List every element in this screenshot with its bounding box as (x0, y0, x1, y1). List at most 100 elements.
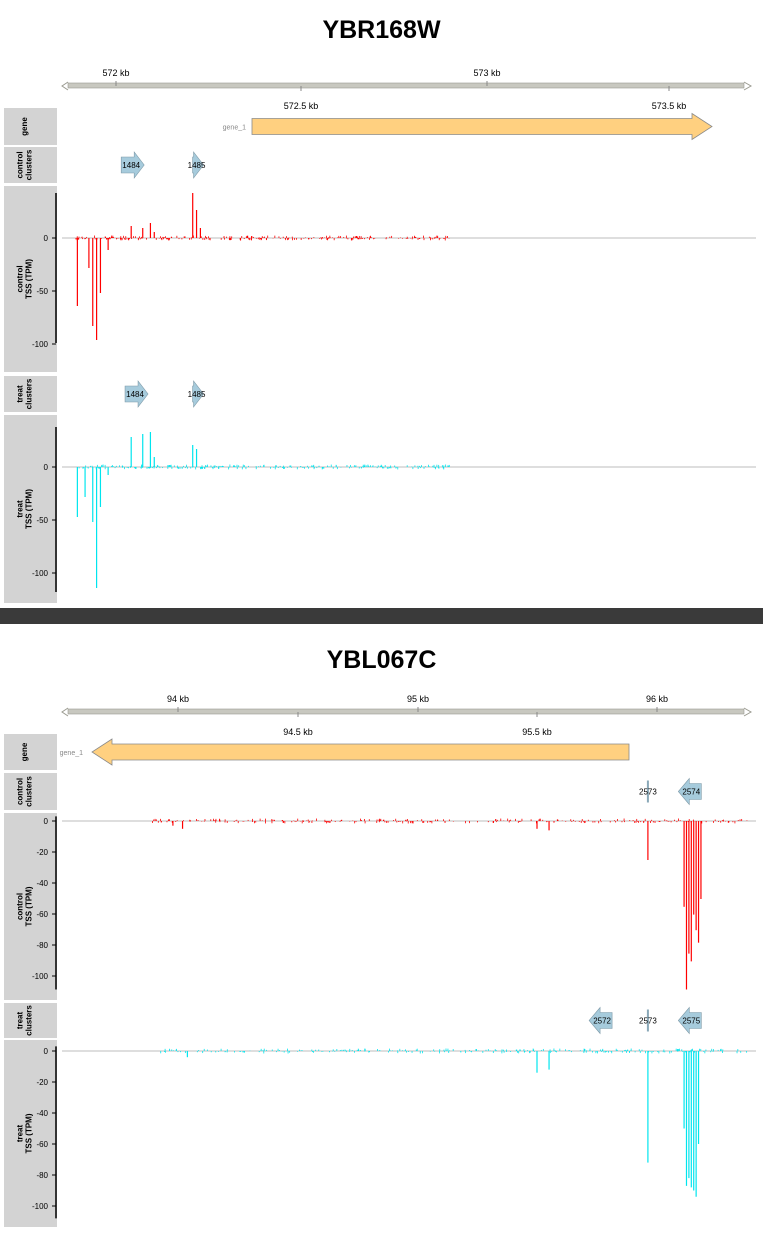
track-label-ctss: control TSS (TPM) (16, 259, 34, 299)
cluster-label: 1484 (126, 390, 144, 399)
gene-arrow (91, 738, 630, 766)
track-label-cc: control clusters (16, 776, 34, 807)
y-tick-label: -20 (36, 1078, 48, 1087)
track-label-text: TSS (TPM) (25, 259, 34, 299)
track-label-text: TSS (TPM) (25, 489, 34, 529)
cluster-label: 2574 (682, 788, 700, 797)
track-label-text: treat (16, 500, 25, 518)
cluster-arrow (677, 777, 702, 806)
track-label-text: TSS (TPM) (25, 886, 34, 926)
cluster-arrow (124, 380, 149, 408)
y-tick-label: -100 (32, 972, 49, 981)
gene-label: gene_1 (223, 125, 246, 132)
gene-arrow (251, 112, 713, 141)
track-label-text: treat (16, 385, 25, 403)
axis-tick-label: 96 kb (646, 694, 668, 704)
track-label-text: gene (20, 117, 29, 136)
axis-tick-label: 572 kb (102, 68, 129, 78)
cluster-label: 1484 (122, 161, 140, 170)
y-tick-label: -50 (36, 516, 48, 525)
track-header-cc (4, 147, 57, 183)
track-label-text: clusters (25, 149, 34, 180)
track-label-text: TSS (TPM) (25, 1113, 34, 1153)
track-header-tc (4, 1003, 57, 1038)
axis-tick-label: 94 kb (167, 694, 189, 704)
track-label-ttss: treat TSS (TPM) (16, 1113, 34, 1153)
cluster-label: 1485 (188, 390, 206, 399)
axis-left-arrow-icon (61, 81, 69, 91)
genome-axis-bar (67, 82, 745, 89)
chart-title: YBL067C (326, 646, 437, 674)
track-header-ttss (4, 1040, 57, 1227)
panel-divider (0, 608, 763, 624)
y-tick-label: -60 (36, 910, 48, 919)
track-header-tc (4, 376, 57, 412)
y-tick-label: -20 (36, 848, 48, 857)
track-label-ctss: control TSS (TPM) (16, 886, 34, 926)
axis-left-arrow-icon (61, 707, 69, 717)
cluster-label: 2573 (639, 788, 657, 797)
track-label-text: treat (16, 1124, 25, 1142)
y-tick-label: -50 (36, 287, 48, 296)
axis-tick-label: 573 kb (473, 68, 500, 78)
y-tick-label: -80 (36, 1171, 48, 1180)
y-tick-label: -40 (36, 1109, 48, 1118)
axis-tick-label: 94.5 kb (283, 727, 313, 737)
track-label-text: clusters (25, 776, 34, 807)
cluster-label: 2575 (682, 1017, 700, 1026)
cluster-label: 2572 (593, 1017, 611, 1026)
axis-tick-label: 573.5 kb (652, 101, 687, 111)
track-label-text: gene (20, 742, 29, 761)
track-label-text: control (16, 893, 25, 920)
track-label-tc: treat clusters (16, 1005, 34, 1036)
track-header-cc (4, 773, 57, 810)
track-label-text: clusters (25, 1005, 34, 1036)
y-tick-label: -100 (32, 340, 49, 349)
axis-tick-label: 95 kb (407, 694, 429, 704)
genome-axis-bar (67, 708, 745, 715)
panel-top: YBR168W 572 kb 573 kb 572.5 kb 573.5 kb gene… (0, 0, 763, 608)
cluster-label: 2573 (639, 1017, 657, 1026)
track-label-ttss: treat TSS (TPM) (16, 489, 34, 529)
track-label-gene: gene (20, 117, 29, 136)
y-tick-label: 0 (44, 817, 49, 826)
y-tick-label: 0 (44, 463, 49, 472)
axis-tick-label: 572.5 kb (284, 101, 319, 111)
genome-browser-plot: 94 kb 95 kb 96 kb 94.5 kb 95.5 kb gene control… (4, 694, 756, 1227)
y-tick-label: -100 (32, 1202, 49, 1211)
track-header-gene (4, 108, 57, 145)
cluster-arrow (120, 151, 145, 179)
tss-noise-group (160, 1048, 748, 1054)
track-label-gene: gene (20, 742, 29, 761)
axis-right-arrow-icon (743, 707, 753, 717)
gene-label: gene_1 (60, 750, 83, 757)
y-tick-label: -40 (36, 879, 48, 888)
cluster-arrow (588, 1006, 613, 1035)
track-label-tc: treat clusters (16, 378, 34, 409)
panel-bottom: YBL067C 94 kb 95 kb 96 kb 94.5 kb 95.5 kb gen… (0, 624, 763, 1234)
chart-title: YBR168W (322, 16, 441, 44)
track-header-ttss (4, 415, 57, 603)
y-tick-label: 0 (44, 234, 49, 243)
track-header-ctss (4, 813, 57, 1000)
track-label-text: treat (16, 1011, 25, 1029)
track-label-text: control (16, 265, 25, 292)
cluster-arrow (192, 380, 204, 408)
tss-noise-group (75, 235, 450, 241)
cluster-label: 1485 (188, 161, 206, 170)
cluster-arrow (677, 1006, 702, 1035)
axis-tick-label: 95.5 kb (522, 727, 552, 737)
track-label-text: control (16, 778, 25, 805)
cluster-arrow (192, 151, 204, 179)
track-label-text: clusters (25, 378, 34, 409)
y-tick-label: 0 (44, 1047, 49, 1056)
tss-noise-group (152, 818, 748, 824)
track-label-cc: control clusters (16, 149, 34, 180)
track-header-ctss (4, 186, 57, 372)
y-tick-label: -80 (36, 941, 48, 950)
y-tick-label: -60 (36, 1140, 48, 1149)
y-tick-label: -100 (32, 569, 49, 578)
track-label-text: control (16, 151, 25, 178)
axis-right-arrow-icon (743, 81, 753, 91)
